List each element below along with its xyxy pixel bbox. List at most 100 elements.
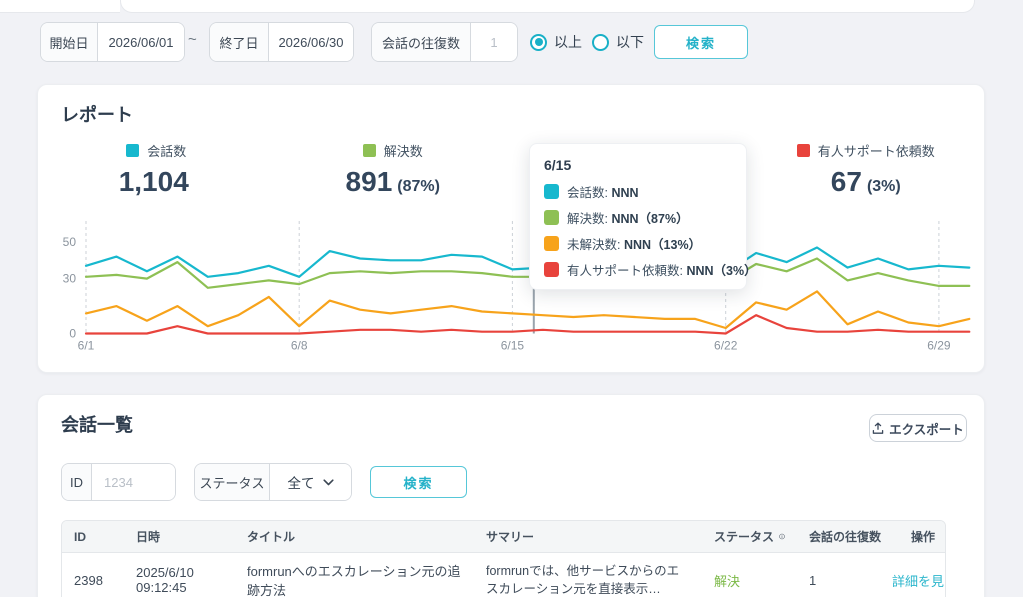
radio-lte-circle[interactable] bbox=[592, 33, 609, 51]
stat-label: 解決数 bbox=[383, 144, 423, 159]
radio-gte[interactable]: 以上 bbox=[530, 32, 582, 52]
tooltip-date: 6/15 bbox=[544, 157, 572, 173]
filter-search-button[interactable]: 検索 bbox=[654, 25, 748, 59]
stat-human-support: 有人サポート依頼数 67 (3%) bbox=[748, 141, 985, 198]
start-date-input[interactable] bbox=[98, 23, 184, 61]
header-id[interactable]: ID bbox=[62, 521, 124, 553]
svg-text:6/22: 6/22 bbox=[714, 339, 738, 353]
stat-value: 67 bbox=[830, 166, 862, 197]
cell-title: formrunへのエスカレーション元の追跡方法 bbox=[235, 552, 474, 597]
tooltip-value: NNN（13%） bbox=[623, 238, 702, 252]
export-label: エクスポート bbox=[889, 422, 964, 437]
tooltip-row-human-support: 有人サポート依頼数: NNN（3%） bbox=[544, 260, 757, 279]
stat-suffix: (3%) bbox=[866, 178, 901, 195]
start-date-group: 開始日 bbox=[40, 22, 185, 62]
info-icon[interactable] bbox=[779, 530, 785, 543]
export-button[interactable]: エクスポート bbox=[869, 414, 967, 442]
end-date-label: 終了日 bbox=[210, 23, 269, 61]
conversations-legend-icon bbox=[126, 144, 140, 157]
radio-gte-circle[interactable] bbox=[530, 33, 547, 51]
conversation-list-card: 会話一覧 エクスポート ID ステータス 全て 検索 ID 日時 タイト bbox=[37, 394, 985, 597]
tooltip-value: NNN bbox=[611, 186, 639, 200]
status-label: ステータス bbox=[195, 464, 270, 500]
human-support-legend-icon bbox=[796, 144, 810, 157]
header-actions[interactable]: 操作 bbox=[880, 521, 945, 553]
id-field[interactable] bbox=[92, 464, 175, 500]
turns-input[interactable] bbox=[471, 23, 517, 61]
svg-text:6/15: 6/15 bbox=[501, 339, 525, 353]
tooltip-value: NNN（87%） bbox=[611, 212, 689, 226]
date-range-separator: ~ bbox=[188, 31, 197, 48]
cell-datetime: 2025/6/10 09:12:45 bbox=[124, 552, 235, 597]
stat-value: 891 bbox=[345, 166, 393, 197]
id-filter-group: ID bbox=[61, 463, 176, 501]
stat-conversations: 会話数 1,104 bbox=[38, 141, 275, 198]
svg-text:6/29: 6/29 bbox=[927, 339, 951, 353]
conversation-table: ID 日時 タイトル サマリー ステータス bbox=[61, 520, 946, 597]
header-title[interactable]: タイトル bbox=[235, 521, 474, 553]
report-title: レポート bbox=[61, 105, 133, 125]
id-label: ID bbox=[62, 464, 92, 500]
end-date-field[interactable] bbox=[269, 23, 353, 61]
turns-field[interactable] bbox=[471, 23, 517, 61]
radio-gte-label: 以上 bbox=[554, 34, 582, 50]
report-line-chart[interactable]: 6/1 6/8 6/15 6/22 6/29 0 30 50 bbox=[38, 85, 986, 365]
header-status[interactable]: ステータス bbox=[702, 521, 797, 553]
start-date-field[interactable] bbox=[98, 23, 184, 61]
report-stats: 会話数 1,104 解決数 891 (87%) 有人サポート依頼数 bbox=[38, 141, 984, 198]
table-row[interactable]: 2398 2025/6/10 09:12:45 formrunへのエスカレーショ… bbox=[62, 552, 945, 597]
stat-value: 1,104 bbox=[118, 166, 189, 197]
stat-resolved: 解決数 891 (87%) bbox=[275, 141, 512, 198]
tooltip-label: 解決数: bbox=[567, 212, 608, 226]
cell-id: 2398 bbox=[62, 552, 124, 597]
report-card: レポート 会話数 1,104 解決数 891 (87%) bbox=[37, 84, 985, 373]
stat-suffix: (87%) bbox=[397, 178, 440, 195]
header-summary[interactable]: サマリー bbox=[474, 521, 702, 553]
chart-tooltip: 6/15 会話数: NNN 解決数: NNN（87%） 未解決数: NNN（13… bbox=[529, 143, 757, 290]
svg-text:30: 30 bbox=[63, 272, 77, 286]
tooltip-value: NNN（3%） bbox=[686, 264, 757, 278]
status-filter-group: ステータス 全て bbox=[194, 463, 352, 501]
radio-lte[interactable]: 以下 bbox=[592, 32, 644, 52]
top-card-edge-left bbox=[0, 0, 120, 13]
conversation-list-title: 会話一覧 bbox=[61, 415, 133, 435]
tooltip-label: 会話数: bbox=[567, 186, 608, 200]
header-status-label: ステータス bbox=[714, 530, 775, 544]
human-support-legend-icon bbox=[544, 262, 559, 277]
cell-turns: 1 bbox=[797, 552, 880, 597]
status-dropdown[interactable]: 全て bbox=[270, 464, 351, 500]
unresolved-legend-icon bbox=[544, 236, 559, 251]
svg-text:50: 50 bbox=[63, 235, 77, 249]
conversation-search-button[interactable]: 検索 bbox=[370, 466, 467, 498]
stat-label: 有人サポート依頼数 bbox=[817, 144, 935, 159]
table-header-row: ID 日時 タイトル サマリー ステータス bbox=[62, 521, 945, 553]
cell-summary: formrunでは、他サービスからのエスカレーション元を直接表示… bbox=[474, 552, 702, 597]
end-date-input[interactable] bbox=[269, 23, 353, 61]
radio-lte-label: 以下 bbox=[616, 34, 644, 50]
stat-label: 会話数 bbox=[147, 144, 187, 159]
conversations-legend-icon bbox=[544, 184, 559, 199]
tooltip-label: 未解決数: bbox=[567, 238, 621, 252]
top-card-edge bbox=[120, 0, 975, 13]
status-selected-value: 全て bbox=[287, 476, 315, 491]
upload-icon bbox=[872, 422, 884, 434]
turns-filter-group: 会話の往復数 bbox=[371, 22, 518, 62]
header-turns[interactable]: 会話の往復数 bbox=[797, 521, 881, 553]
id-input[interactable] bbox=[92, 464, 175, 500]
resolved-legend-icon bbox=[544, 210, 559, 225]
tooltip-row-resolved: 解決数: NNN（87%） bbox=[544, 208, 732, 227]
tooltip-label: 有人サポート依頼数: bbox=[567, 264, 683, 278]
tooltip-row-unresolved: 未解決数: NNN（13%） bbox=[544, 234, 732, 253]
detail-link[interactable]: 詳細を見る bbox=[892, 573, 945, 589]
header-datetime[interactable]: 日時 bbox=[124, 521, 235, 553]
status-badge: 解決 bbox=[702, 552, 797, 597]
svg-text:6/1: 6/1 bbox=[78, 339, 95, 353]
end-date-group: 終了日 bbox=[209, 22, 354, 62]
turns-label: 会話の往復数 bbox=[372, 23, 471, 61]
resolved-legend-icon bbox=[362, 144, 376, 157]
tooltip-row-conversations: 会話数: NNN bbox=[544, 182, 732, 201]
chevron-down-icon bbox=[322, 478, 334, 485]
svg-text:0: 0 bbox=[69, 327, 76, 341]
start-date-label: 開始日 bbox=[41, 23, 98, 61]
svg-text:6/8: 6/8 bbox=[291, 339, 308, 353]
